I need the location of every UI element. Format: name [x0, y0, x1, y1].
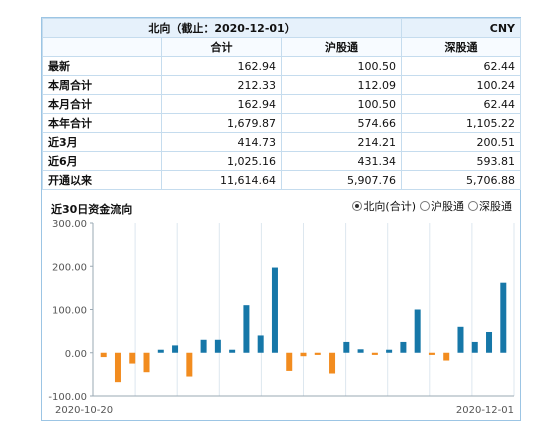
chart-bar — [300, 352, 307, 357]
chart-bar — [371, 352, 378, 355]
cell-shenzhen: 100.24 — [401, 75, 522, 95]
chart-bar — [343, 341, 350, 353]
cell-total: 1,025.16 — [161, 151, 282, 171]
table-row: 本年合计 1,679.87 574.66 1,105.22 — [42, 113, 522, 133]
chart-bar — [357, 349, 364, 353]
y-tick-label: -100.00 — [48, 392, 87, 403]
cell-total: 414.73 — [161, 132, 282, 152]
chart-axes — [90, 222, 514, 397]
flow-bar-chart: 300.00 200.00 100.00 0.00 -100.00 2020-10-20 2… — [48, 219, 515, 416]
flow-summary-table: 北向（截止：2020-12-01） CNY 合计 沪股通 深股通 最新 162.… — [41, 18, 522, 190]
chart-bar — [172, 345, 179, 353]
chart-bar — [214, 339, 221, 353]
cell-shanghai: 5,907.76 — [280, 170, 403, 190]
y-tick-label: 200.00 — [52, 262, 87, 273]
chart-bar — [200, 339, 207, 353]
chart-bar — [386, 349, 393, 353]
chart-bar — [443, 352, 450, 361]
chart-bar — [129, 352, 136, 364]
currency-label: CNY — [401, 18, 522, 38]
x-end-label: 2020-12-01 — [456, 405, 514, 416]
chart-bar — [100, 352, 107, 358]
row-label: 开通以来 — [42, 170, 162, 190]
chart-bar — [229, 349, 236, 353]
radio-label: 深股通 — [479, 200, 512, 213]
chart-bar — [157, 349, 164, 353]
chart-bar — [314, 352, 321, 355]
table-row: 本周合计 212.33 112.09 100.24 — [42, 75, 522, 95]
chart-bar — [271, 267, 278, 353]
chart-bar — [400, 341, 407, 353]
header-total: 合计 — [161, 37, 282, 57]
table-title-row: 北向（截止：2020-12-01） CNY — [41, 18, 522, 38]
cell-total: 11,614.64 — [161, 170, 282, 190]
series-selector: 北向(合计) 沪股通 深股通 — [352, 198, 512, 214]
chart-bar — [257, 335, 264, 353]
table-title: 北向（截止：2020-12-01） — [41, 18, 403, 38]
chart-labels: 300.00 200.00 100.00 0.00 -100.00 2020-10-20 2… — [48, 219, 514, 416]
chart-grid — [92, 223, 515, 396]
y-tick-label: 300.00 — [52, 219, 87, 230]
radio-northbound-total[interactable]: 北向(合计) — [352, 198, 416, 214]
chart-bars — [100, 267, 507, 383]
table-row: 最新 162.94 100.50 62.44 — [42, 56, 522, 76]
northbound-flow-panel: 北向（截止：2020-12-01） CNY 合计 沪股通 深股通 最新 162.… — [41, 17, 522, 421]
chart-bar — [414, 309, 421, 353]
radio-shenzhen-connect[interactable]: 深股通 — [468, 198, 512, 214]
chart-bar — [243, 305, 250, 353]
cell-total: 162.94 — [161, 56, 282, 76]
table-header-row: 合计 沪股通 深股通 — [42, 37, 522, 57]
radio-label: 沪股通 — [431, 200, 464, 213]
row-label: 本周合计 — [42, 75, 162, 95]
chart-bar — [143, 352, 150, 373]
chart-bar — [486, 331, 493, 353]
table-row: 近3月 414.73 214.21 200.51 — [42, 132, 522, 152]
radio-unselected-icon[interactable] — [420, 201, 430, 211]
cell-shenzhen: 593.81 — [401, 151, 522, 171]
chart-bar — [471, 341, 478, 353]
chart-bar — [428, 352, 435, 355]
radio-label: 北向(合计) — [363, 200, 416, 213]
chart-bar — [329, 352, 336, 374]
row-label: 本年合计 — [42, 113, 162, 133]
radio-unselected-icon[interactable] — [468, 201, 478, 211]
table-row: 开通以来 11,614.64 5,907.76 5,706.88 — [42, 170, 522, 190]
cell-shanghai: 431.34 — [280, 151, 403, 171]
header-empty-cell — [42, 37, 162, 57]
chart-bar — [186, 352, 193, 377]
radio-selected-icon[interactable] — [352, 201, 363, 211]
x-start-label: 2020-10-20 — [55, 405, 113, 416]
chart-bar — [457, 326, 464, 353]
chart-bar — [114, 352, 121, 383]
chart-bar — [286, 352, 293, 371]
cell-shenzhen: 5,706.88 — [401, 170, 522, 190]
y-tick-label: 100.00 — [52, 306, 87, 317]
cell-shenzhen: 62.44 — [401, 94, 522, 114]
cell-shenzhen: 62.44 — [401, 56, 522, 76]
chart-title: 近30日资金流向 — [51, 203, 133, 216]
chart-bar — [500, 282, 507, 353]
table-row: 近6月 1,025.16 431.34 593.81 — [42, 151, 522, 171]
y-tick-label: 0.00 — [65, 349, 87, 360]
radio-shanghai-connect[interactable]: 沪股通 — [420, 198, 464, 214]
